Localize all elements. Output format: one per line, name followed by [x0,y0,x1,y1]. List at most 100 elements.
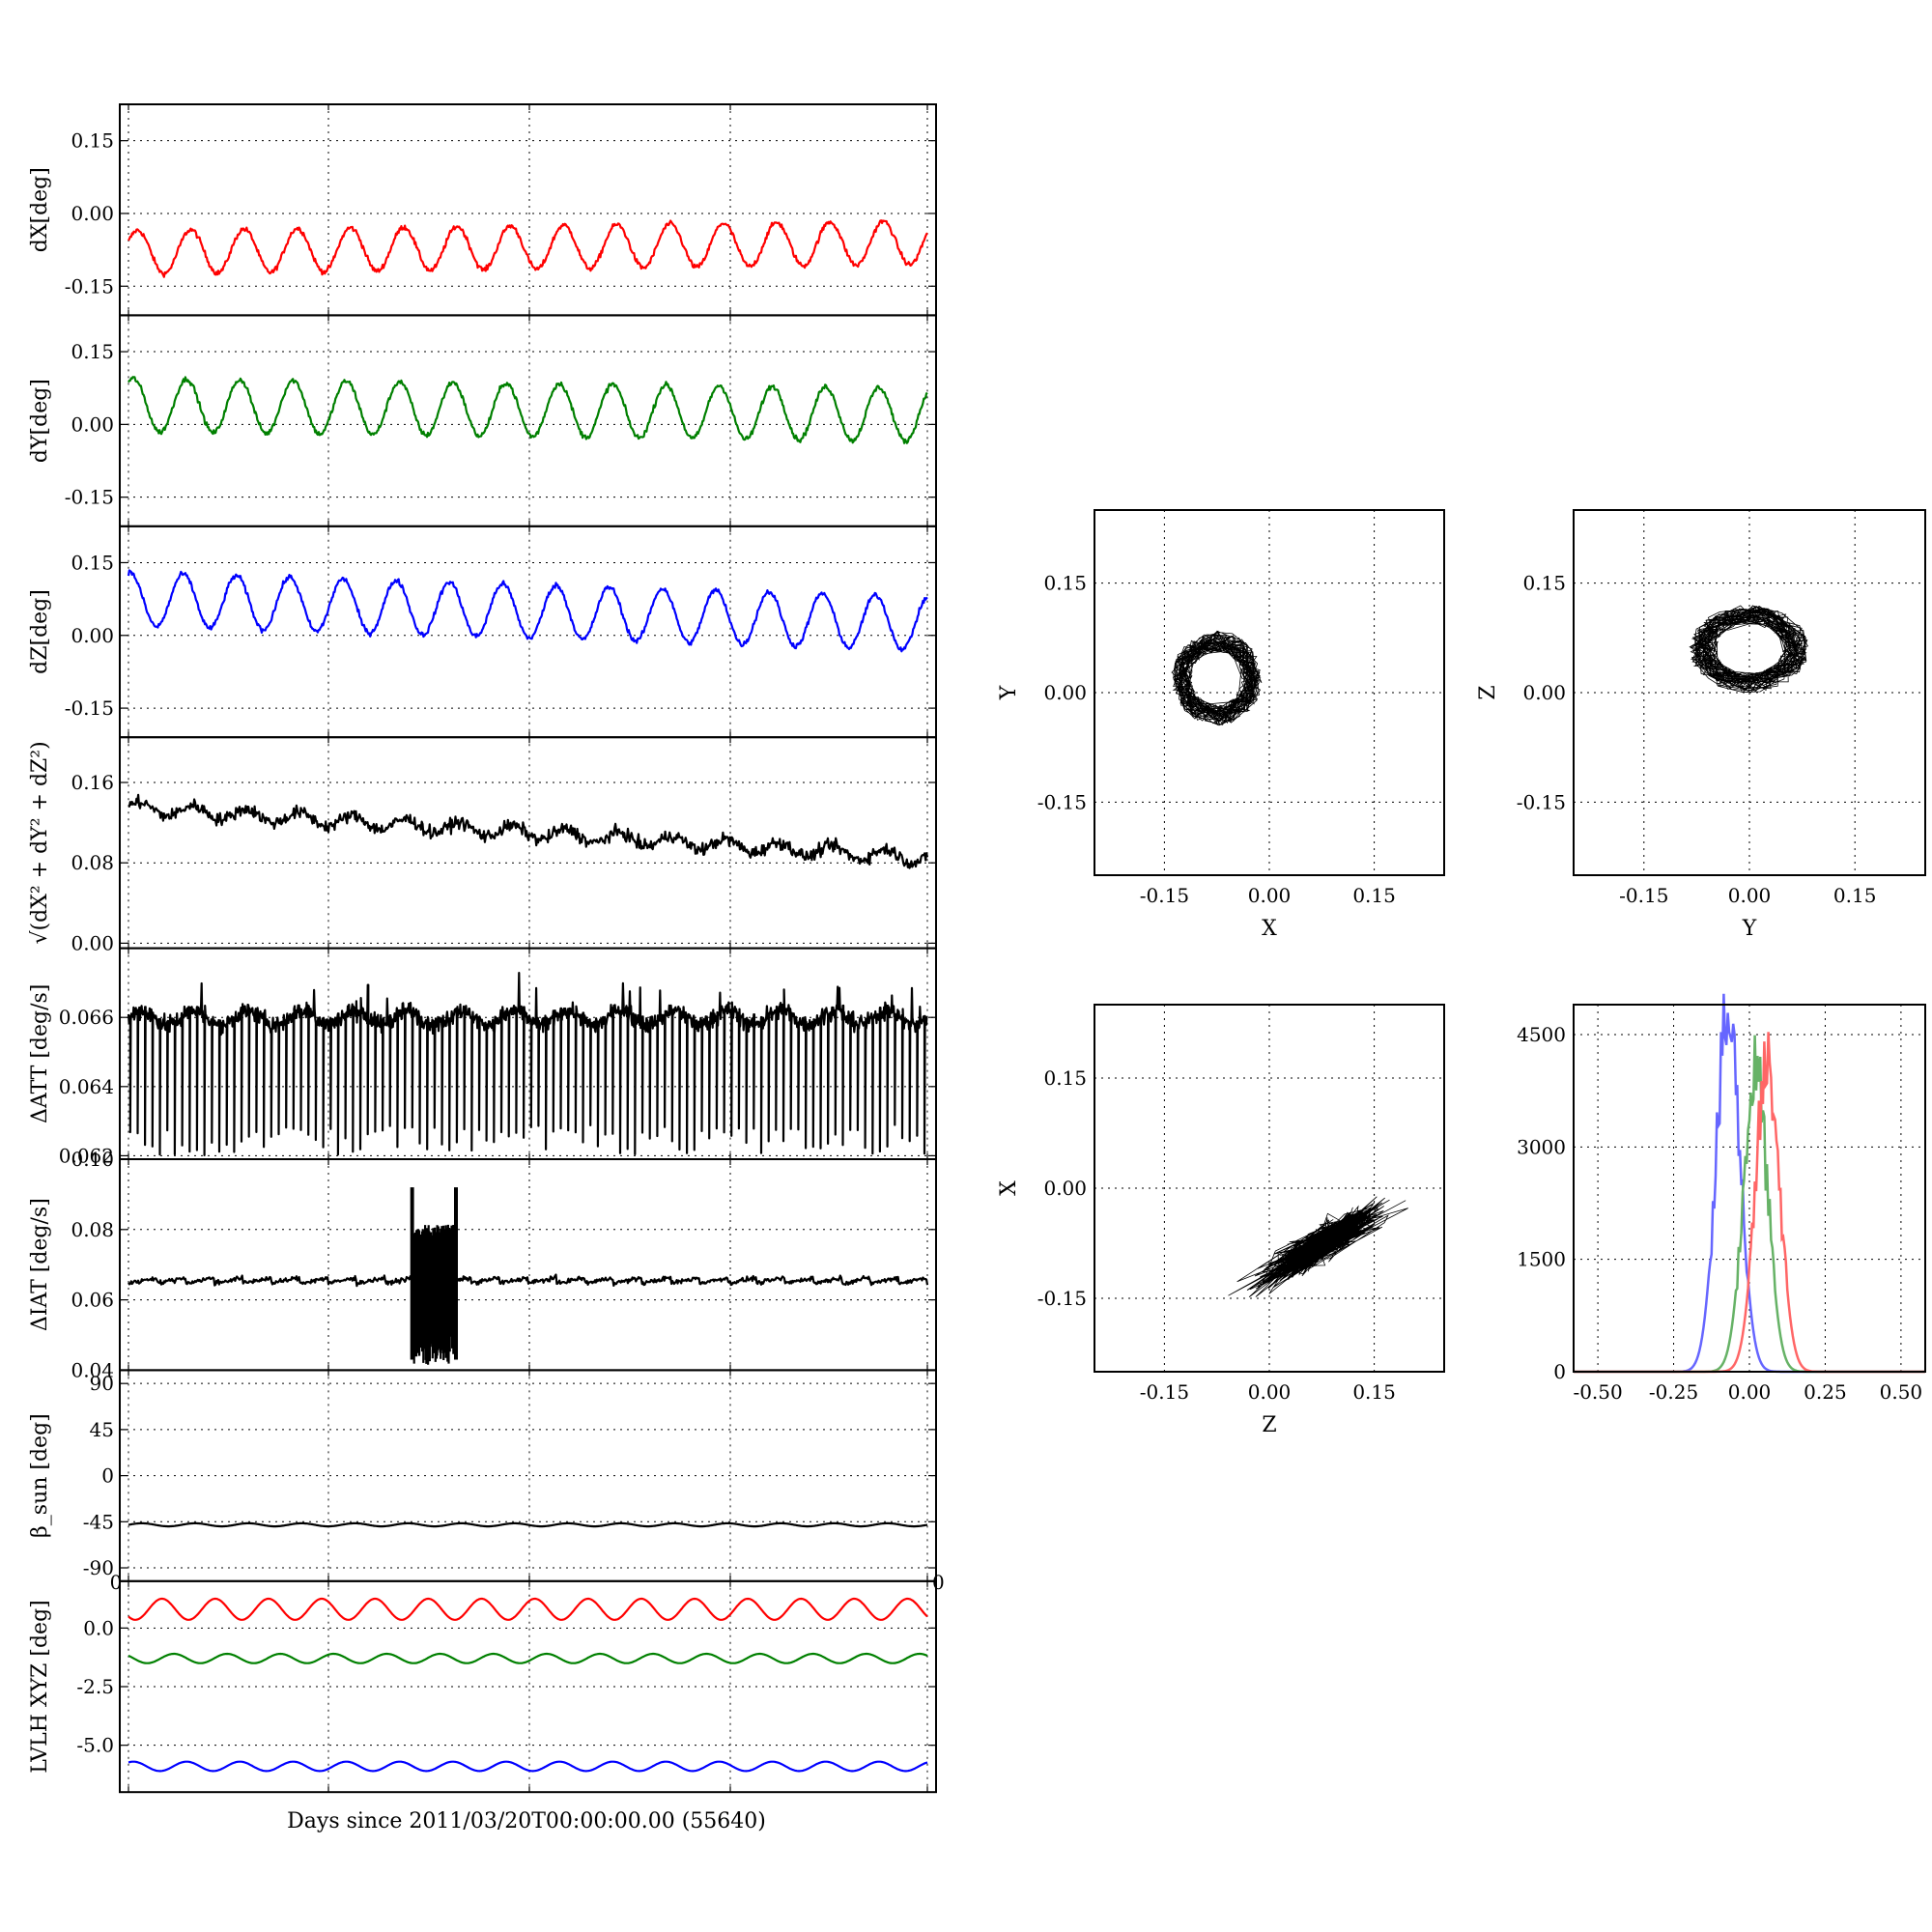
y-tick-label: 3000 [1517,1135,1566,1158]
y-tick-label: 0.04 [71,1358,114,1381]
y-tick-label: 0 [1553,1360,1566,1383]
scatter-trace [1228,1196,1408,1298]
y-tick-label: 90 [90,1372,114,1395]
x-tick-label: 0.00 [1248,884,1292,907]
y-tick-label: 0.10 [71,1148,114,1171]
series-line-lvlh-1 [128,1652,928,1664]
panel-dX: 0.15 0.00 -0.15 dX[deg] [28,103,937,317]
x-axis-label: X [1262,917,1277,941]
corner-label-left: 0 [110,1571,123,1594]
y-tick-label: -0.15 [65,696,114,720]
scatter-panel-XY: -0.15 -0.15 0.00 0.00 0.15 0.15 X Y [997,509,1445,941]
y-tick-label: 0.15 [1043,572,1087,595]
x-tick-label: 0.15 [1352,884,1396,907]
axes-frame [119,736,937,950]
x-tick-label: 0.50 [1880,1380,1923,1404]
y-tick-label: 0.00 [1522,681,1566,704]
panel-dIAT: 0.10 0.08 0.06 0.04 ΔIAT [deg/s] [28,1148,937,1381]
y-tick-label: -0.15 [1037,790,1087,813]
panel-norm: 0.16 0.08 0.00 √(dX² + dY² + dZ²) [28,736,937,954]
y-axis-label: ΔIAT [deg/s] [28,1198,52,1331]
panel-dZ: 0.15 0.00 -0.15 dZ[deg] [28,525,937,739]
x-tick-label: -0.15 [1140,884,1189,907]
histogram-panel: -0.50 -0.25 0.00 0.25 0.50 4500 3000 1500 0 [1517,993,1926,1404]
y-tick-label: 0.15 [71,551,114,574]
y-tick-label: 1500 [1517,1248,1566,1271]
x-tick-label: 0.15 [1352,1380,1396,1404]
y-tick-label: 0.08 [71,1218,114,1241]
series-line-beta-0 [128,1521,928,1528]
y-tick-label: 4500 [1517,1023,1566,1046]
y-axis-label: LVLH XYZ [deg] [28,1600,52,1774]
panel-dY: 0.15 0.00 -0.15 dY[deg] [28,314,937,527]
panel-dATT: 0.066 0.064 0.062 ΔATT [deg/s] [28,947,937,1167]
series-line-dX-0 [128,219,928,278]
scatter-trace [1171,630,1263,726]
series-line-norm-0 [128,793,929,869]
y-tick-label: 0 [101,1464,114,1488]
y-axis-label: dZ[deg] [28,589,52,674]
axes-frame [119,103,937,317]
y-axis-label: √(dX² + dY² + dZ²) [28,741,52,944]
figure-xlabel: Days since 2011/03/20T00:00:00.00 (55640… [287,1809,766,1833]
y-tick-label: 45 [90,1418,114,1441]
x-tick-label: 0.25 [1804,1380,1847,1404]
series-line-dATT-0 [127,972,928,1156]
y-tick-label: -0.15 [1037,1287,1087,1310]
x-tick-label: 0.00 [1248,1380,1292,1404]
y-axis-label: β_sun [deg] [28,1413,52,1538]
y-axis-label: Z [1476,685,1500,699]
axes-frame [1094,509,1445,876]
axes-frame [1094,1004,1445,1373]
y-tick-label: 0.00 [1043,1177,1087,1200]
time-series-panels: 0.150.00-0.15dX[deg]0.150.00-0.15dY[deg]… [28,103,945,1794]
x-tick-label: -0.50 [1573,1380,1622,1404]
series-line-dZ-0 [127,569,928,653]
y-tick-label: 0.0 [83,1616,114,1639]
y-tick-label: 0.16 [71,771,114,794]
y-axis-label: dY[deg] [28,379,52,463]
y-tick-label: -0.15 [65,486,114,509]
y-tick-label: 0.15 [71,129,114,153]
y-tick-label: 0.15 [71,340,114,363]
series-line-lvlh-0 [128,1597,928,1621]
y-tick-label: 0.00 [71,931,114,954]
series-line-dIAT-0 [128,1187,929,1365]
y-axis-label: ΔATT [deg/s] [28,984,52,1123]
y-tick-label: 0.15 [1522,572,1566,595]
scatter-panel-YZ: -0.15 -0.15 0.00 0.00 0.15 0.15 Y Z [1476,509,1926,941]
y-tick-label: -45 [83,1510,114,1533]
y-tick-label: 0.00 [1043,681,1087,704]
x-axis-label: Y [1742,917,1757,941]
y-tick-label: 0.00 [71,202,114,225]
y-tick-label: 0.08 [71,851,114,874]
histogram-series-0 [1574,993,1925,1374]
histogram-series-1 [1574,1035,1925,1374]
y-tick-label: -0.15 [65,274,114,298]
y-tick-label: 0.062 [59,1144,114,1167]
panel-beta: 90 45 0 -45 -90 β_sun [deg] [28,1369,937,1582]
axes-frame [119,525,937,739]
y-tick-label: -90 [83,1556,114,1579]
corner-label-right: 0 [932,1571,945,1594]
y-tick-label: 0.00 [71,624,114,647]
y-tick-label: 0.00 [71,412,114,436]
y-axis-label: X [997,1180,1021,1196]
scatter-trace [1689,605,1809,694]
axes-frame [119,1158,937,1372]
scatter-and-histogram-panels: -0.15 -0.15 0.00 0.00 0.15 0.15 X Y -0.15 -0.15 0.… [997,509,1926,1437]
axes-frame [1573,509,1926,876]
y-tick-label: 0.066 [59,1006,114,1029]
x-tick-label: 0.00 [1728,884,1772,907]
y-axis-label: dX[deg] [28,167,52,252]
x-tick-label: -0.15 [1619,884,1668,907]
panel-lvlh: 0.0 -2.5 -5.0 LVLH XYZ [deg] 0 0 [28,1571,945,1794]
x-tick-label: 0.15 [1833,884,1877,907]
x-axis-label: Z [1262,1413,1276,1437]
x-tick-label: -0.25 [1649,1380,1698,1404]
x-tick-label: 0.00 [1728,1380,1772,1404]
scatter-panel-ZX: -0.15 -0.15 0.00 0.00 0.15 0.15 Z X [997,1004,1445,1437]
axes-frame [119,314,937,527]
y-tick-label: 0.15 [1043,1066,1087,1090]
